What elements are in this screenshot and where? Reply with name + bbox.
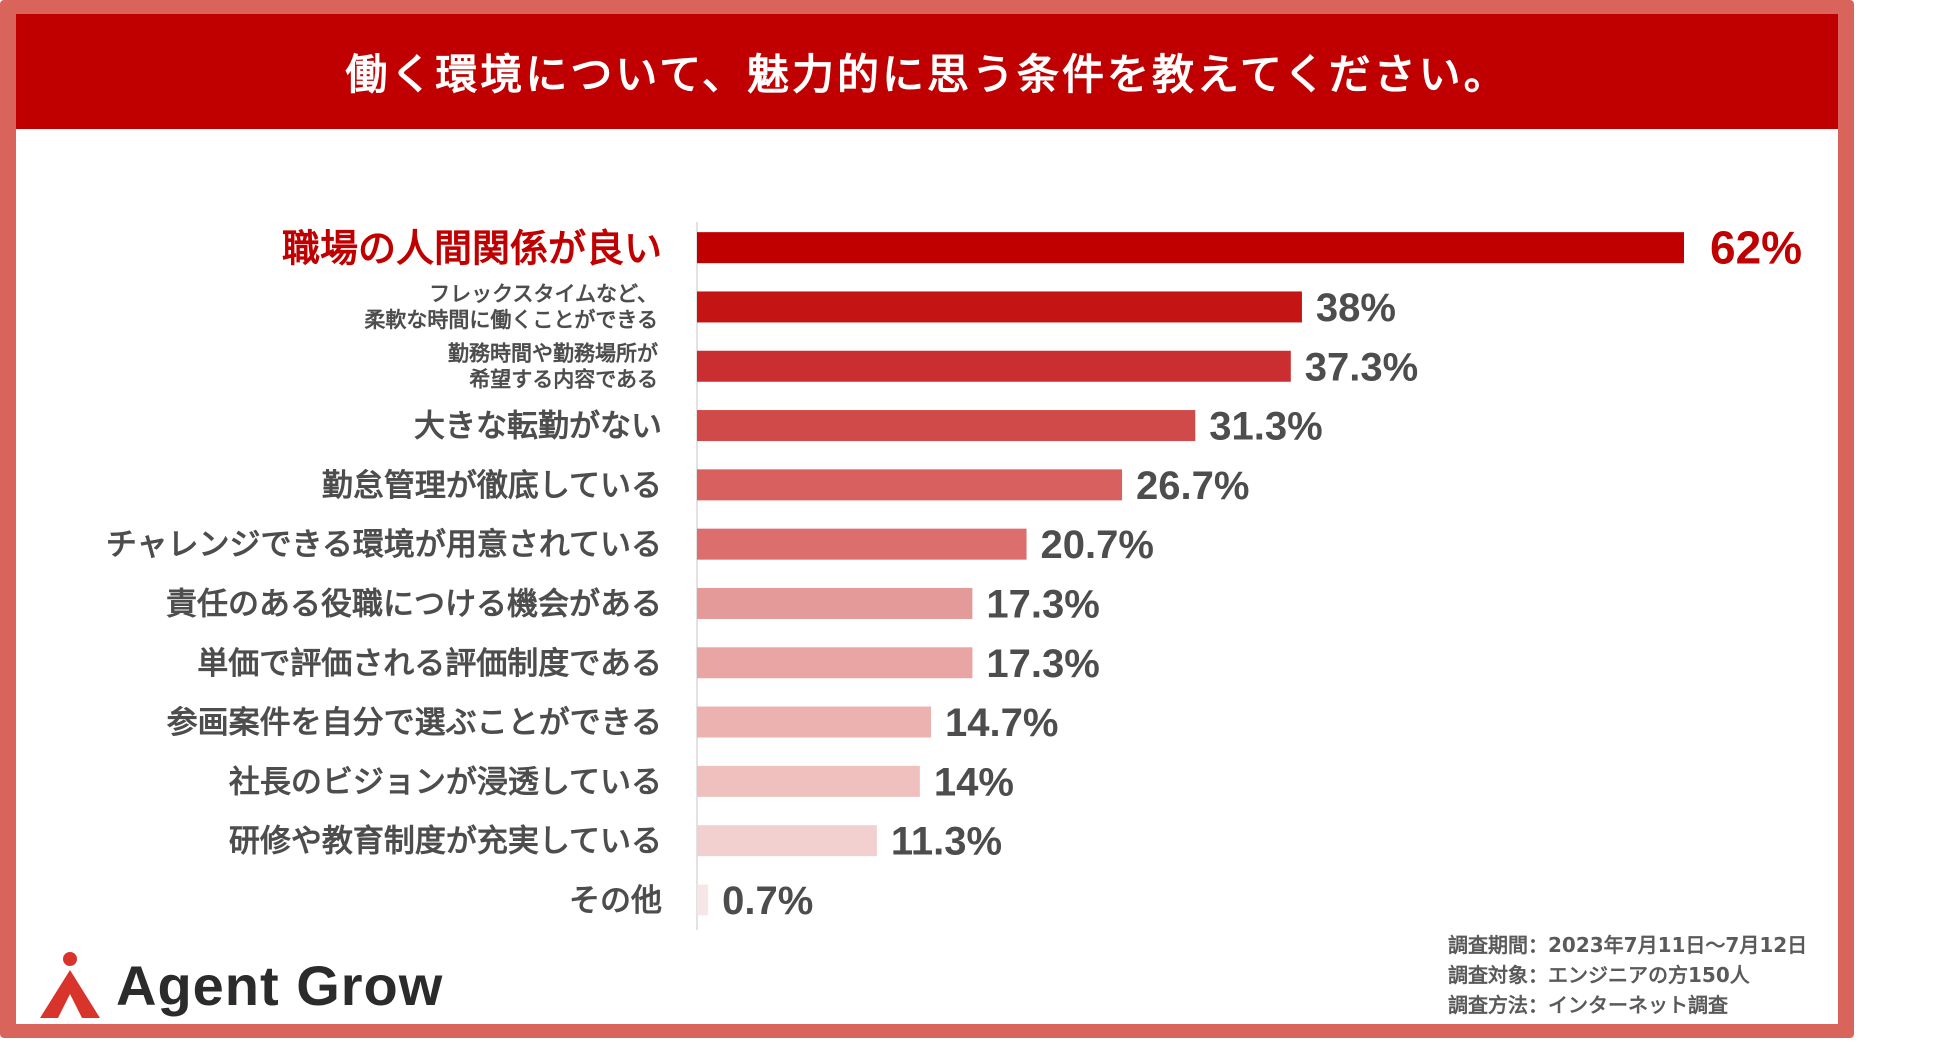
survey-notes: 調査期間：2023年7月11日〜7月12日 調査対象：エンジニアの方150人 調…	[1448, 930, 1807, 1020]
data-label: 14%	[934, 760, 1014, 804]
data-label: 31.3%	[1209, 405, 1322, 449]
bar	[697, 587, 973, 619]
category-label: 大きな転勤がない	[414, 409, 662, 445]
survey-target: 調査対象：エンジニアの方150人	[1448, 963, 1750, 987]
category-label: 勤怠管理が徹底している	[322, 468, 662, 504]
category-label: 単価で評価される評価制度である	[197, 646, 662, 682]
data-label: 26.7%	[1136, 464, 1249, 508]
data-label: 0.7%	[722, 879, 813, 923]
category-label: チャレンジできる環境が用意されている	[106, 527, 662, 563]
data-label: 14.7%	[945, 701, 1058, 745]
bar	[697, 706, 932, 738]
data-label: 37.3%	[1305, 345, 1418, 389]
category-label: 職場の人間関係が良い	[282, 227, 662, 271]
category-label: その他	[569, 883, 662, 919]
bar	[697, 528, 1027, 560]
bar	[697, 350, 1291, 382]
category-label: 希望する内容である	[469, 367, 658, 391]
category-label: 参画案件を自分で選ぶことができる	[167, 705, 662, 741]
category-label: フレックスタイムなど、	[429, 282, 658, 306]
brand-name: Agent Grow	[116, 953, 444, 1017]
data-label: 20.7%	[1041, 523, 1154, 567]
data-label: 11.3%	[891, 820, 1002, 864]
bar	[697, 291, 1302, 323]
page-title: 働く環境について、魅力的に思う条件を教えてください。	[16, 14, 1838, 129]
data-label: 38%	[1316, 286, 1396, 330]
bar	[697, 410, 1196, 442]
data-label: 17.3%	[986, 582, 1099, 626]
survey-period: 調査期間：2023年7月11日〜7月12日	[1448, 933, 1808, 957]
data-label: 62%	[1710, 222, 1802, 274]
bar	[697, 232, 1684, 264]
category-label: 柔軟な時間に働くことができる	[364, 308, 658, 332]
survey-method: 調査方法：インターネット調査	[1448, 993, 1728, 1017]
data-label: 17.3%	[986, 642, 1099, 686]
category-label: 研修や教育制度が充実している	[229, 824, 662, 860]
bar	[697, 884, 709, 916]
brand: Agent Grow	[38, 950, 443, 1020]
agent-grow-logo-icon	[40, 952, 100, 1018]
category-label: 勤務時間や勤務場所が	[448, 341, 658, 365]
bar	[697, 765, 920, 797]
bar	[697, 825, 877, 857]
content-panel	[16, 14, 1838, 1024]
category-label: 社長のビジョンが浸透している	[229, 764, 662, 800]
category-label: 責任のある役職につける機会がある	[166, 586, 662, 622]
bar	[697, 469, 1123, 501]
bar	[697, 647, 973, 679]
